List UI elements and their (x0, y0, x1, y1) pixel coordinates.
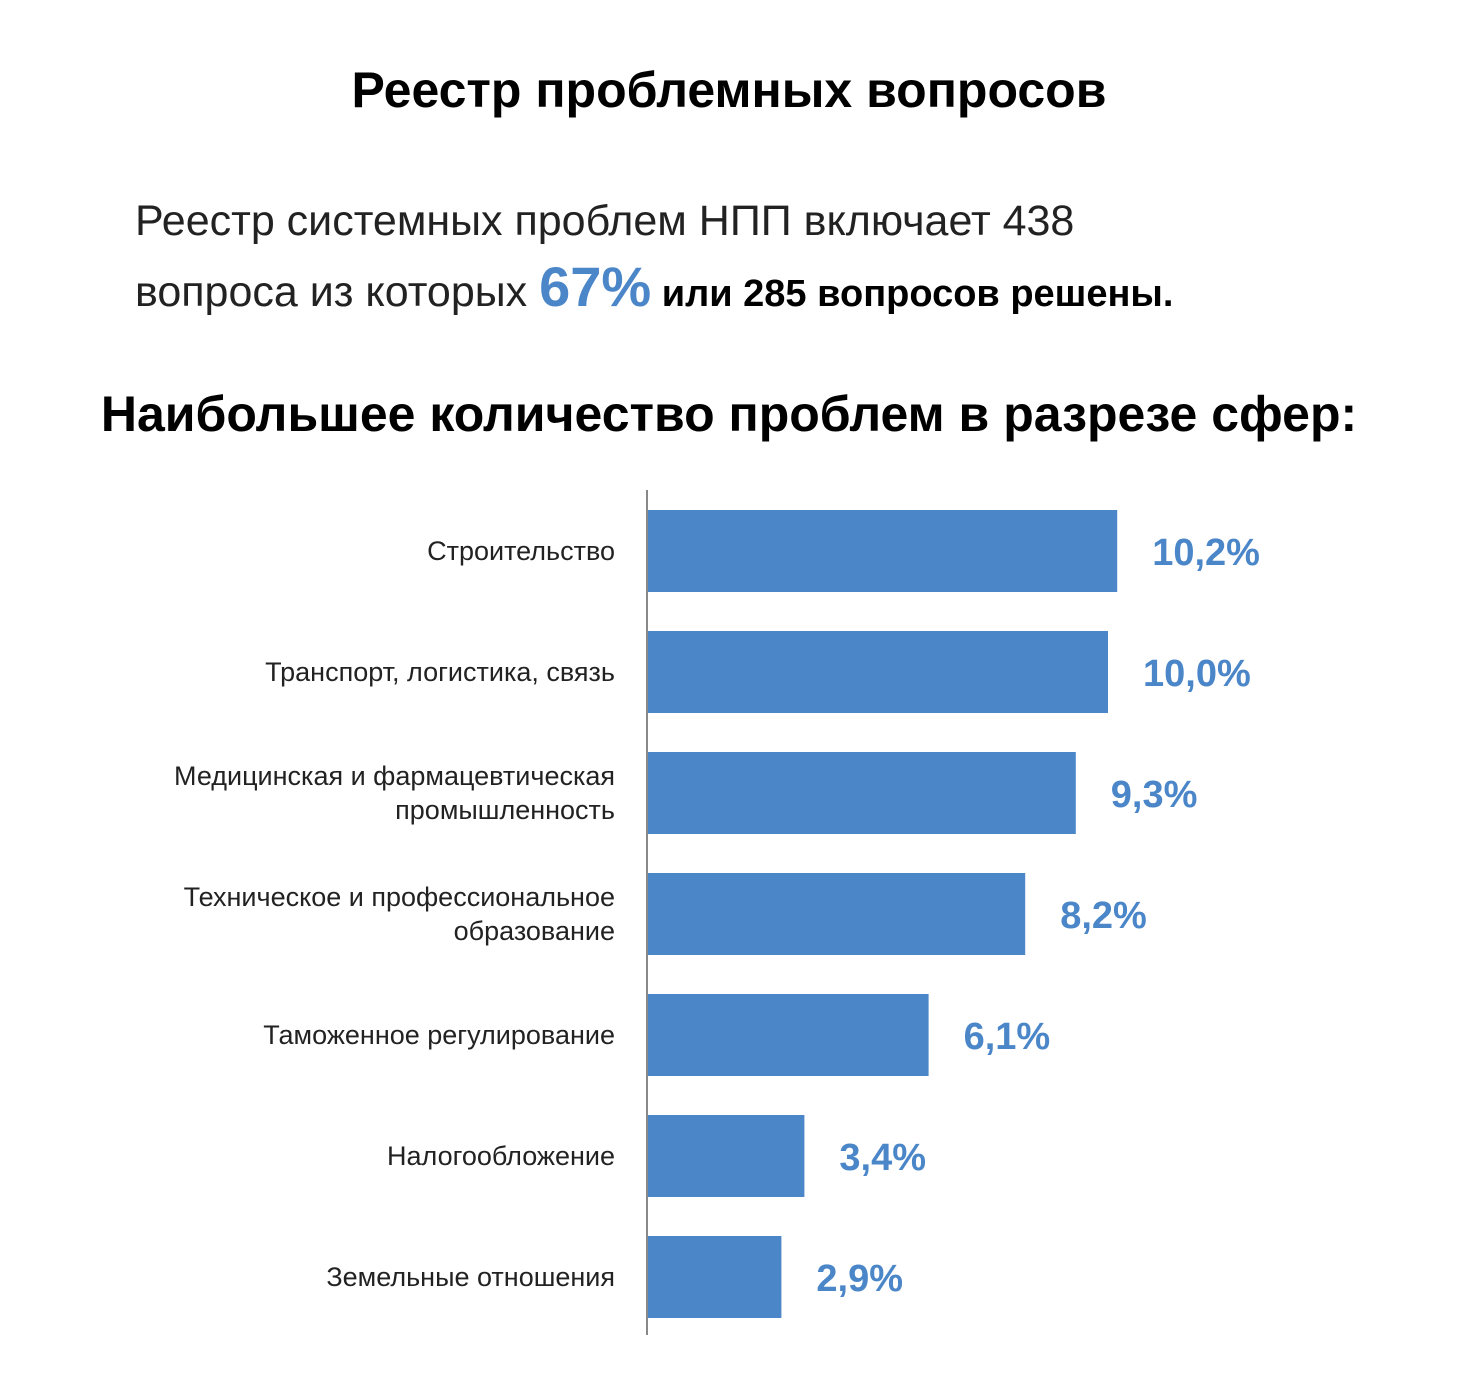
resolved-count-text: или 285 вопросов решены. (651, 273, 1174, 315)
intro-paragraph: Реестр системных проблем НПП включает 43… (135, 188, 1385, 327)
bar-7 (648, 1236, 782, 1318)
intro-line-1: Реестр системных проблем НПП включает 43… (135, 197, 1075, 245)
bar-3 (648, 752, 1076, 834)
bar-6 (648, 1115, 805, 1197)
category-label: Земельные отношения (326, 1262, 615, 1292)
page-title: Реестр проблемных вопросов (351, 62, 1107, 118)
intro-line-2: вопроса из которых 67% или 285 вопросов … (135, 254, 1385, 327)
bar-chart: Строительство 10,2% Транспорт, логистика, … (174, 490, 1260, 1335)
value-label: 2,9% (816, 1258, 903, 1300)
bar-2 (648, 631, 1108, 713)
intro-line-2-prefix: вопроса из которых (135, 268, 540, 316)
value-label: 8,2% (1060, 895, 1147, 937)
category-label: Таможенное регулирование (263, 1020, 615, 1050)
category-label: Медицинская и фармацевтическая промышленн… (174, 761, 615, 825)
value-label: 9,3% (1111, 774, 1198, 816)
section-title: Наибольшее количество проблем в разрезе … (100, 386, 1358, 442)
value-label: 10,2% (1152, 532, 1260, 574)
bar-1 (648, 510, 1118, 592)
category-label: Строительство (427, 536, 615, 566)
value-label: 3,4% (839, 1137, 926, 1179)
category-label: Налогообложение (387, 1141, 615, 1171)
value-label: 10,0% (1143, 653, 1251, 695)
category-label: Техническое и профессиональное образовани… (184, 882, 615, 946)
resolved-percent: 67% (539, 255, 652, 318)
category-label: Транспорт, логистика, связь (265, 657, 615, 687)
value-label: 6,1% (964, 1016, 1051, 1058)
bar-4 (648, 873, 1026, 955)
bar-5 (648, 994, 929, 1076)
